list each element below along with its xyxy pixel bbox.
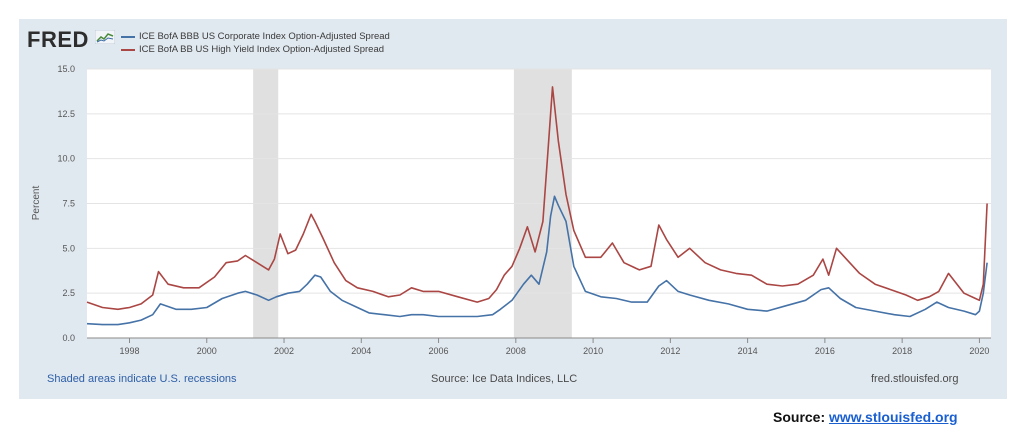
x-tick-label: 2002 [274,346,294,356]
fred-chart-icon [95,30,115,44]
legend-label-bb: ICE BofA BB US High Yield Index Option-A… [139,44,385,55]
legend-item-bb[interactable]: ICE BofA BB US High Yield Index Option-A… [121,43,390,56]
x-tick-label: 2012 [660,346,680,356]
x-tick-label: 2016 [815,346,835,356]
x-tick-label: 2010 [583,346,603,356]
line-chart: 0.0 2.5 5.0 7.5 10.0 12.5 15.0 1998 2000 2002 200… [31,64,991,356]
y-tick-label: 10.0 [57,154,75,164]
fred-chart-panel: FRED ICE BofA BBB US Corporate Index Opt… [19,19,1007,399]
chart-legend: ICE BofA BBB US Corporate Index Option-A… [121,30,390,56]
fred-logo[interactable]: FRED [27,27,89,52]
data-source: Source: Ice Data Indices, LLC [431,373,578,385]
recessions-note: Shaded areas indicate U.S. recessions [47,373,237,385]
stlouisfed-link[interactable]: www.stlouisfed.org [829,409,958,425]
y-tick-label: 7.5 [62,199,75,209]
fred-site-link[interactable]: fred.stlouisfed.org [871,373,959,385]
x-axis: 1998 2000 2002 2004 2006 2008 2010 2012 2014 2016… [119,338,989,356]
legend-swatch-bbb [121,35,135,38]
x-tick-label: 2018 [892,346,912,356]
series-lines [86,86,988,326]
y-axis: 0.0 2.5 5.0 7.5 10.0 12.5 15.0 [57,64,75,343]
legend-swatch-bb [121,48,135,51]
x-tick-label: 2020 [969,346,989,356]
series-line-bbb[interactable] [86,195,988,326]
x-tick-label: 2006 [429,346,449,356]
y-tick-label: 2.5 [62,288,75,298]
x-tick-label: 2000 [197,346,217,356]
y-tick-label: 5.0 [62,243,75,253]
y-tick-label: 15.0 [57,64,75,74]
source-prefix: Source: [773,409,830,425]
y-tick-label: 12.5 [57,109,75,119]
y-tick-label: 0.0 [62,333,75,343]
legend-item-bbb[interactable]: ICE BofA BBB US Corporate Index Option-A… [121,30,390,43]
x-tick-label: 1998 [119,346,139,356]
x-tick-label: 2014 [738,346,758,356]
x-tick-label: 2004 [351,346,371,356]
legend-label-bbb: ICE BofA BBB US Corporate Index Option-A… [139,31,390,42]
y-axis-title: Percent [31,186,42,221]
source-line: Source: www.stlouisfed.org [773,409,958,425]
x-tick-label: 2008 [506,346,526,356]
series-line-bb[interactable] [86,86,988,311]
